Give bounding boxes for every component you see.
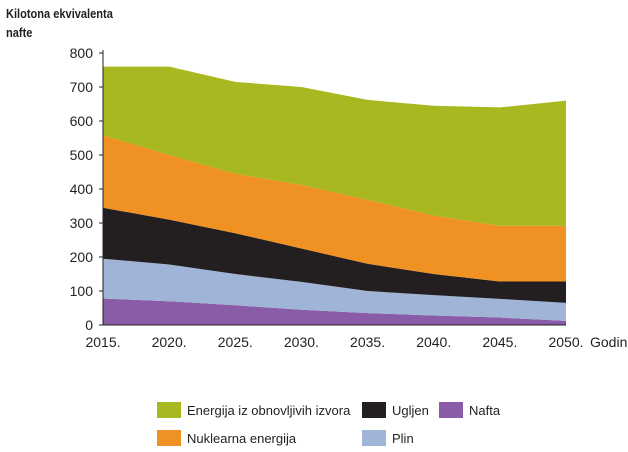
legend-item-obnovljivi: Energija iz obnovljivih izvora (157, 402, 350, 418)
x-tick-label: 2050. (548, 334, 583, 350)
legend-item-nafta: Nafta (439, 402, 500, 418)
y-tick-label: 400 (70, 181, 94, 197)
plot-area: 0 100 200 300 400 500 600 700 800 2015. 2020. 2025.… (70, 45, 628, 350)
x-tick-label: 2040. (416, 334, 451, 350)
area-ugljen (103, 207, 566, 303)
legend-label: Nuklearna energija (187, 430, 297, 446)
legend-swatch (362, 402, 386, 418)
x-tick-label: 2015. (85, 334, 120, 350)
area-plin (103, 258, 566, 321)
x-tick-label: 2020. (152, 334, 187, 350)
y-tick-label: 800 (70, 45, 94, 61)
legend-item-plin: Plin (362, 430, 414, 446)
legend-label: Nafta (469, 402, 501, 418)
x-tick-label: 2045. (482, 334, 517, 350)
y-axis-label: Kilotona ekvivalenta nafte (6, 6, 113, 40)
legend-item-ugljen: Ugljen (362, 402, 429, 418)
legend-swatch (439, 402, 463, 418)
y-tick-label: 0 (85, 317, 93, 333)
y-tick-label: 700 (70, 79, 94, 95)
y-tick-label: 500 (70, 147, 94, 163)
y-tick-label: 300 (70, 215, 94, 231)
legend-label: Energija iz obnovljivih izvora (187, 402, 351, 418)
legend-item-nuklearna: Nuklearna energija (157, 430, 296, 446)
area-nuklearna-energija (103, 135, 566, 282)
legend-swatch (157, 430, 181, 446)
y-tick-label: 600 (70, 113, 94, 129)
legend-swatch (157, 402, 181, 418)
y-tick-label: 200 (70, 249, 94, 265)
y-tick-label: 100 (70, 283, 94, 299)
x-tick-label: 2035. (350, 334, 385, 350)
x-tick-label: 2030. (284, 334, 319, 350)
x-tick-label: 2025. (218, 334, 253, 350)
area-energija-iz-obnovljivih-izvora (103, 66, 566, 226)
area-nafta (103, 298, 566, 325)
x-axis-label: Godina (590, 334, 628, 350)
legend-label: Plin (392, 430, 414, 446)
legend-swatch (362, 430, 386, 446)
legend-label: Ugljen (392, 402, 429, 418)
